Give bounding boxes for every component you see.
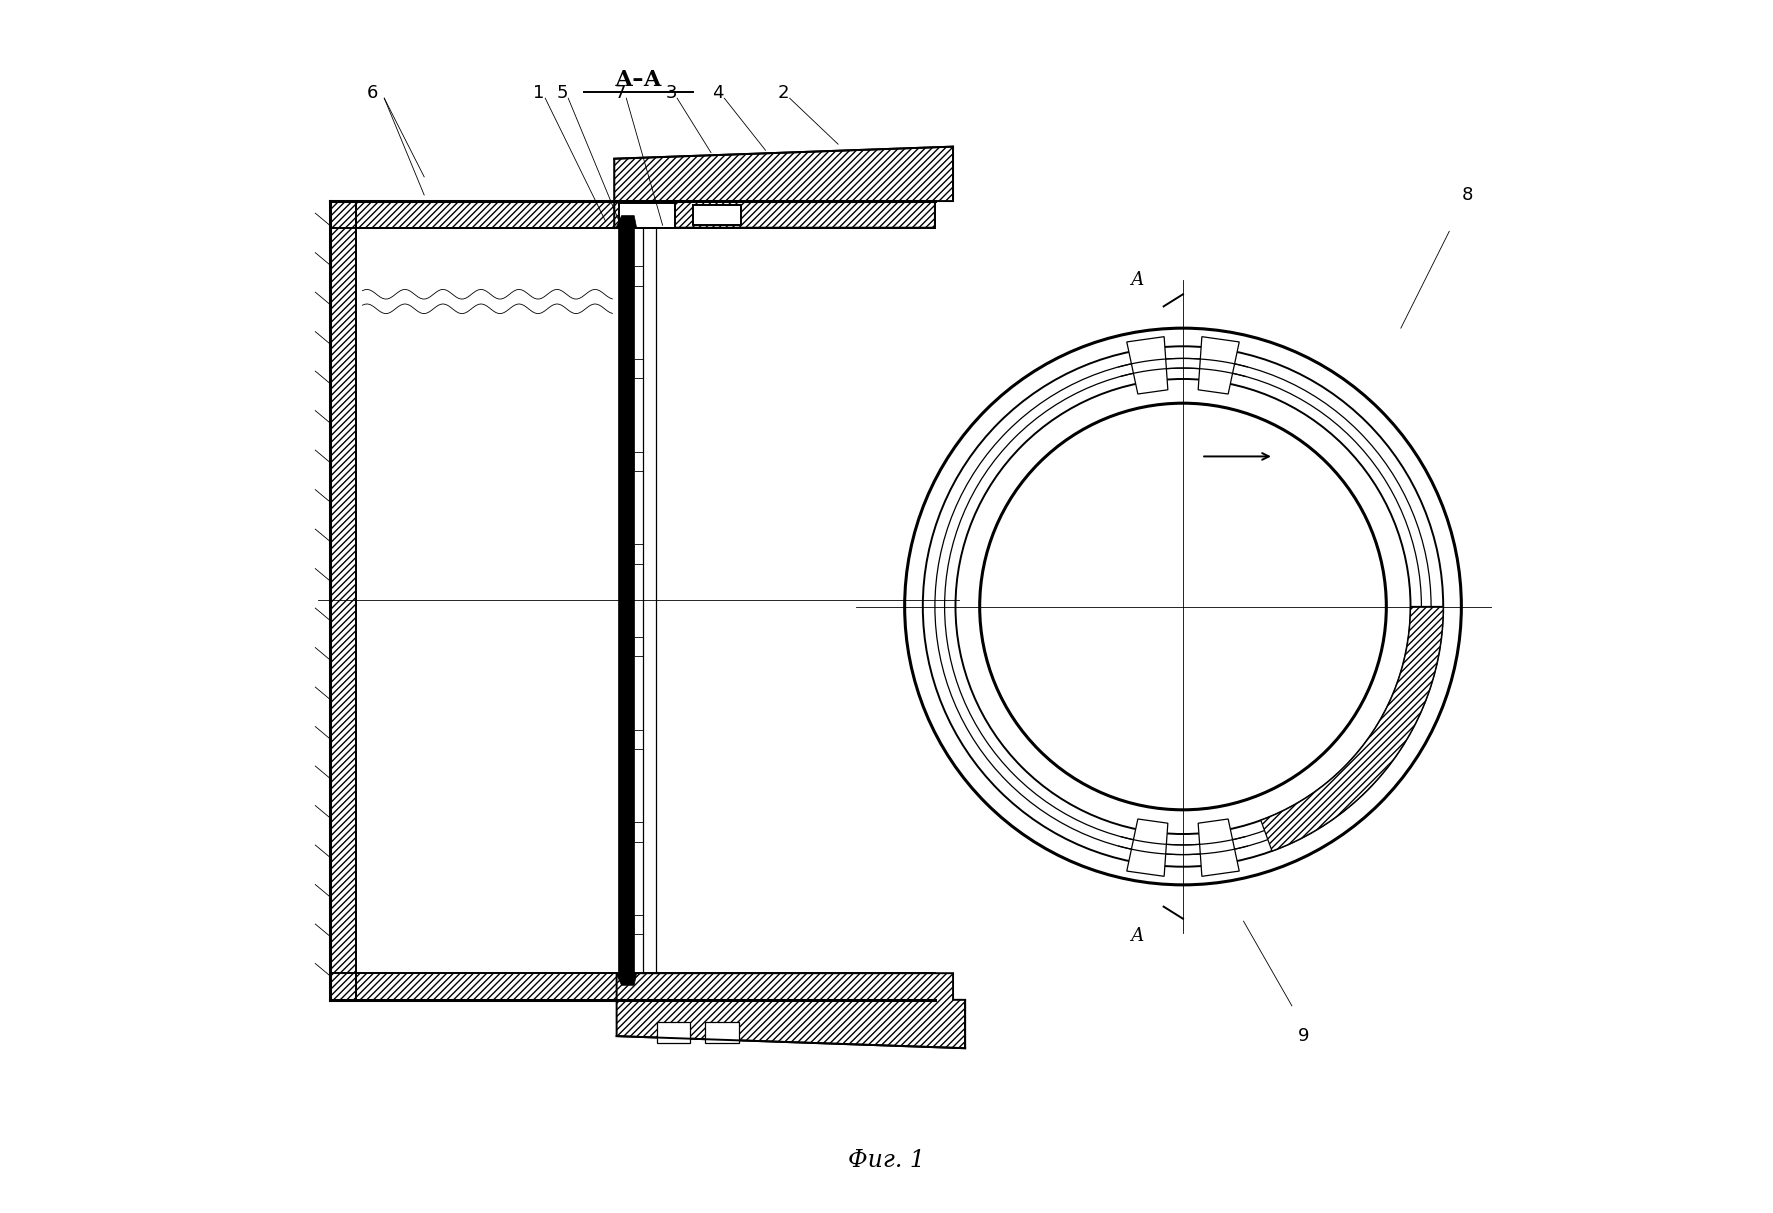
Polygon shape (615, 973, 637, 985)
Polygon shape (1261, 606, 1443, 852)
Text: А: А (1129, 270, 1144, 289)
Text: 4: 4 (713, 85, 723, 102)
Text: 3: 3 (665, 85, 677, 102)
Text: 6: 6 (367, 85, 378, 102)
Bar (635, 267, 642, 286)
Text: 9: 9 (1298, 1027, 1310, 1046)
Bar (635, 915, 642, 934)
Polygon shape (330, 201, 934, 228)
Text: А–А: А–А (615, 69, 663, 91)
Polygon shape (1199, 337, 1239, 394)
Text: 5: 5 (557, 85, 567, 102)
Polygon shape (1199, 819, 1239, 876)
Polygon shape (619, 228, 635, 973)
Polygon shape (693, 205, 741, 226)
Bar (635, 451, 642, 471)
Text: 7: 7 (615, 85, 626, 102)
Text: 8: 8 (1461, 186, 1473, 204)
Polygon shape (613, 147, 954, 228)
Polygon shape (617, 973, 965, 1048)
Bar (635, 545, 642, 564)
Text: 1: 1 (534, 85, 544, 102)
Text: Фиг. 1: Фиг. 1 (847, 1149, 926, 1172)
Bar (656, 1021, 690, 1043)
Polygon shape (330, 973, 934, 1000)
Bar (635, 359, 642, 378)
Polygon shape (615, 216, 637, 228)
Text: 2: 2 (778, 85, 789, 102)
Polygon shape (1128, 819, 1168, 876)
Text: А: А (1129, 927, 1144, 945)
Bar (635, 822, 642, 842)
Bar (706, 1021, 739, 1043)
Bar (635, 730, 642, 750)
Polygon shape (1128, 337, 1168, 394)
Polygon shape (619, 204, 676, 228)
Bar (635, 637, 642, 656)
Polygon shape (330, 201, 356, 1000)
